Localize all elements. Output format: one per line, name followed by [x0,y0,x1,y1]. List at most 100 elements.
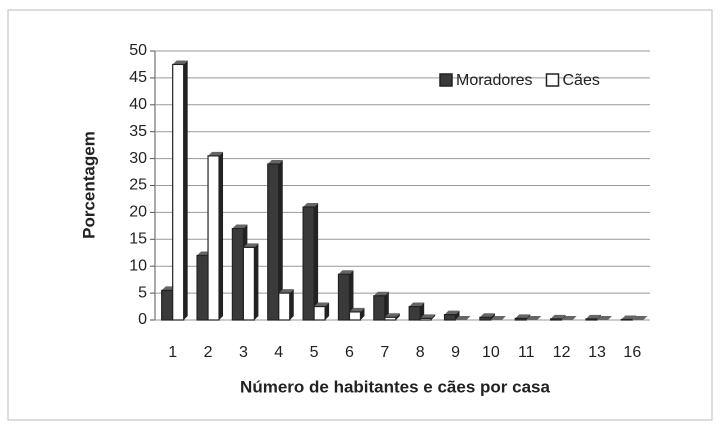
bar-top [632,316,648,320]
bar [207,155,220,321]
bar [443,314,457,321]
y-tick-label: 50 [129,42,147,59]
y-axis-label: Porcentagem [79,131,98,239]
y-tick-label: 25 [129,177,147,194]
bar [373,295,386,321]
x-tick-label: 7 [380,344,389,361]
bar-top [515,314,531,319]
bar [348,311,362,321]
bar-top [373,291,389,296]
x-tick-label: 5 [310,344,319,361]
bar-depth [254,243,259,320]
bar-depth [349,270,354,320]
bar-top [444,310,460,315]
bar [585,318,598,321]
bar [267,163,280,321]
bar-depth [289,289,294,320]
bar [384,316,397,321]
bar-top [420,314,436,319]
x-tick-label: 12 [553,344,571,361]
y-tick-label: 45 [129,69,147,86]
bar-top [208,151,224,156]
y-tick-label: 30 [129,150,147,167]
x-tick-label: 10 [482,344,500,361]
bar-top [479,313,495,318]
legend-swatch [545,73,560,87]
bar [172,63,185,321]
bar-top [621,315,637,320]
bar-depth [314,203,319,320]
bar-top [490,316,506,320]
y-tick-label: 15 [129,231,147,248]
bar-depth [325,302,330,320]
y-tick-label: 0 [138,311,147,328]
x-tick-label: 13 [588,344,606,361]
x-tick-label: 1 [168,344,177,361]
x-tick-label: 3 [239,344,248,361]
bar-top [585,314,601,319]
bar [337,273,351,321]
bar [278,292,291,321]
bar [242,246,255,321]
bar-depth [526,314,531,320]
bar [550,318,563,321]
bar-depth [632,315,637,320]
bar-depth [384,291,389,320]
bar [419,317,432,321]
legend-label: Cães [562,72,599,89]
bar-top [526,316,542,320]
bar [313,305,326,321]
bar-top [267,159,283,164]
bar-top [303,203,319,208]
x-tick-label: 16 [623,344,641,361]
bar [161,289,174,321]
bar [514,317,527,321]
bar-depth [360,307,365,320]
bar [620,318,633,321]
bar-depth [183,60,188,320]
bar-top [278,289,294,294]
y-tick-label: 20 [129,204,147,221]
bar-depth [278,159,283,320]
bar-top [172,60,188,65]
y-tick-label: 35 [129,123,147,140]
x-tick-label: 6 [345,344,354,361]
bar-top [232,224,248,229]
bar [408,305,421,321]
bar-top [596,316,612,320]
x-tick-label: 8 [416,344,425,361]
bar-depth [490,313,495,320]
bar-depth [455,310,460,320]
bar-top [561,316,577,320]
bar-top [550,314,566,319]
bar [479,316,492,321]
bar [302,206,315,321]
x-tick-label: 4 [274,344,283,361]
x-tick-label: 2 [204,344,213,361]
bar-top [455,316,471,320]
bar-top [349,307,365,312]
y-tick-label: 40 [129,96,147,113]
bar-depth [596,314,601,320]
bar-depth [219,151,224,320]
bar [196,254,209,321]
x-tick-label: 9 [451,344,460,361]
x-axis-label: Número de habitantes e cães por casa [240,377,550,396]
y-tick-label: 10 [129,257,147,274]
legend-label: Moradores [456,72,532,89]
x-tick-label: 11 [518,344,535,361]
bar-top [314,302,330,307]
bar-top [338,270,354,275]
bar-depth [561,314,566,320]
bar [231,227,244,321]
legend-swatch [439,73,453,87]
bar-top [384,313,400,318]
bar-top [409,302,425,307]
bar-top [243,243,259,248]
chart-border [7,9,713,421]
bar-depth [431,314,436,320]
y-tick-label: 5 [138,284,147,301]
bar-depth [395,313,400,320]
